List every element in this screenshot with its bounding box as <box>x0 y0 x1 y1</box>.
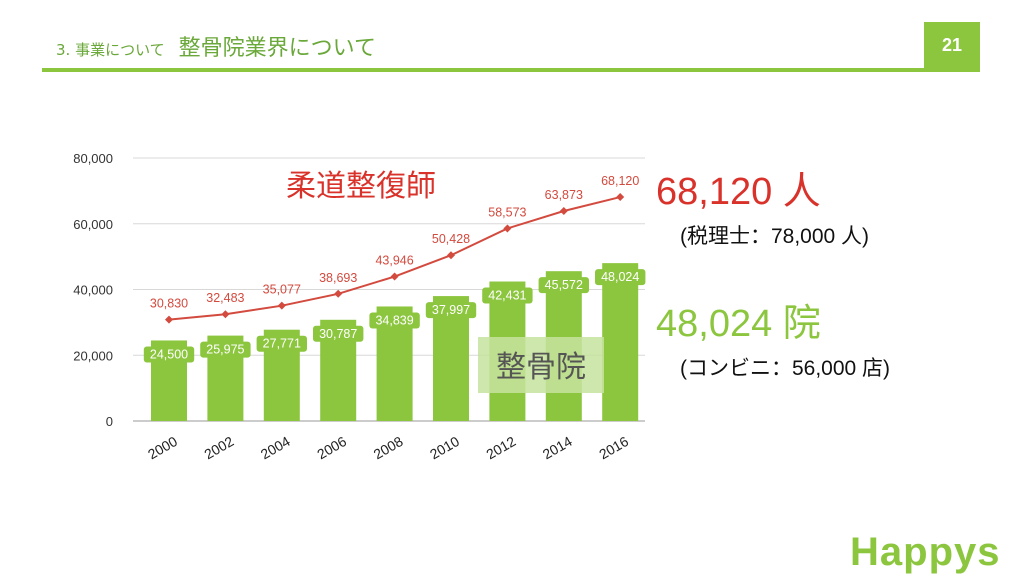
bar-label-bg <box>369 312 420 329</box>
section-label: 3. 事業について <box>56 41 165 59</box>
bar-label-bg <box>538 277 589 294</box>
bar-label-bg <box>143 346 195 363</box>
line-data-label: 38,693 <box>319 271 357 285</box>
line-data-label: 58,573 <box>488 205 526 219</box>
judo-therapist-count: 68,120 人 <box>656 171 821 213</box>
bar-data-label: 48,024 <box>601 270 639 284</box>
line-data-label: 32,483 <box>206 291 244 305</box>
line-data-label: 30,830 <box>150 297 188 311</box>
line-data-label: 68,120 <box>601 174 639 188</box>
bar-data-label: 27,771 <box>263 337 301 351</box>
x-tick-label: 2000 <box>145 433 180 463</box>
line-point <box>277 301 286 310</box>
judo-series-label: 柔道整復師 <box>286 169 436 204</box>
y-tick-label: 80,000 <box>73 151 113 166</box>
bar-data-label: 30,787 <box>319 327 357 341</box>
bar-data-label: 25,975 <box>206 343 244 357</box>
line-point <box>503 224 512 233</box>
x-tick-label: 2012 <box>483 433 518 463</box>
y-tick-label: 20,000 <box>73 348 113 363</box>
happys-logo: Happys <box>850 530 1001 574</box>
bar-label-bg <box>425 302 477 319</box>
x-tick-label: 2002 <box>201 433 236 463</box>
line-point <box>334 289 343 298</box>
header-rule <box>42 68 980 72</box>
line-point <box>221 310 230 319</box>
y-tick-label: 40,000 <box>73 283 113 298</box>
bar-label-bg <box>256 335 307 352</box>
bar-label-bg <box>200 341 251 358</box>
clinic-comparison: (コンビニ：56,000 店) <box>680 357 891 380</box>
x-tick-label: 2016 <box>596 433 631 463</box>
line-data-label: 43,946 <box>375 254 413 268</box>
bar-label-bg <box>482 287 533 304</box>
line-point <box>616 193 625 202</box>
line-point <box>559 207 568 216</box>
bar-data-label: 42,431 <box>488 289 526 303</box>
bar-data-label: 45,572 <box>545 278 583 292</box>
bar-label-bg <box>595 269 646 286</box>
clinic-label-box <box>478 337 604 393</box>
clinic-count: 48,024 院 <box>656 303 821 345</box>
bar-data-label: 24,500 <box>150 347 188 361</box>
line-point <box>447 251 455 260</box>
header: 3. 事業について 整骨院業界について <box>56 30 376 62</box>
x-tick-label: 2010 <box>427 433 462 463</box>
line-point <box>390 272 399 281</box>
line-data-label: 35,077 <box>263 283 301 297</box>
judo-therapist-comparison: (税理士：78,000 人) <box>680 225 870 248</box>
line-point <box>165 315 173 324</box>
y-tick-label: 60,000 <box>73 217 113 232</box>
x-tick-label: 2008 <box>371 433 406 463</box>
bar-data-label: 37,997 <box>432 303 470 317</box>
bar-label-bg <box>313 325 364 342</box>
x-tick-label: 2006 <box>314 433 349 463</box>
line-data-label: 50,428 <box>432 232 470 246</box>
y-tick-label: 0 <box>106 414 113 429</box>
clinic-series-label: 整骨院 <box>496 350 586 385</box>
x-tick-label: 2004 <box>258 433 293 463</box>
bar <box>602 263 639 421</box>
page-title: 整骨院業界について <box>178 36 376 61</box>
bar-data-label: 34,839 <box>375 313 413 327</box>
page-number: 21 <box>924 22 980 68</box>
x-tick-label: 2014 <box>540 433 575 463</box>
line-data-label: 63,873 <box>545 188 583 202</box>
